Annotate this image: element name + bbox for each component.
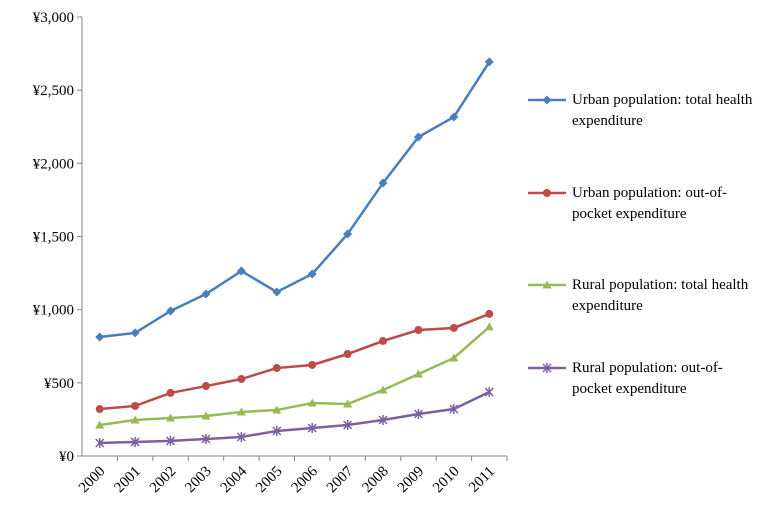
marker xyxy=(449,112,459,122)
marker xyxy=(130,328,140,338)
marker xyxy=(485,309,494,318)
marker xyxy=(542,280,552,289)
marker xyxy=(413,369,423,378)
x-tick-label: 2003 xyxy=(182,464,215,497)
marker xyxy=(449,404,459,415)
y-tick-label: ¥3,000 xyxy=(33,10,74,26)
marker xyxy=(413,132,423,142)
marker xyxy=(343,399,353,408)
y-tick-label: ¥2,000 xyxy=(33,156,74,172)
marker xyxy=(236,266,246,276)
legend-label: Urban population: total health expenditu… xyxy=(572,92,753,129)
marker xyxy=(414,326,423,335)
marker xyxy=(308,360,317,369)
legend-label: Rural population: total health expenditu… xyxy=(572,277,749,314)
x-tick-label: 2010 xyxy=(430,464,463,497)
marker xyxy=(166,413,176,422)
marker xyxy=(484,322,494,331)
marker xyxy=(237,375,246,384)
y-tick-label: ¥2,500 xyxy=(33,83,74,99)
marker xyxy=(343,350,352,359)
y-tick-label: ¥0 xyxy=(59,449,74,465)
marker xyxy=(449,323,458,332)
marker xyxy=(272,364,281,373)
marker xyxy=(166,306,176,316)
marker xyxy=(484,387,494,398)
marker xyxy=(378,415,388,426)
y-tick-label: ¥1,000 xyxy=(33,303,74,319)
marker xyxy=(201,434,211,445)
marker xyxy=(201,411,211,420)
marker xyxy=(236,407,246,416)
marker xyxy=(272,405,282,414)
series-line xyxy=(99,312,490,411)
marker xyxy=(378,385,388,394)
marker xyxy=(484,57,494,67)
x-tick-label: 2009 xyxy=(395,464,428,497)
marker xyxy=(272,425,282,436)
marker xyxy=(166,388,175,397)
marker xyxy=(131,401,140,410)
marker xyxy=(95,332,105,342)
series-line xyxy=(99,61,491,339)
legend-label: Urban population: out-of-pocket expendit… xyxy=(572,185,727,222)
x-tick-label: 2008 xyxy=(359,464,392,497)
series-line xyxy=(99,390,490,445)
marker xyxy=(379,336,388,345)
marker xyxy=(95,405,104,414)
y-tick-label: ¥1,500 xyxy=(33,230,74,246)
marker xyxy=(307,398,317,407)
marker xyxy=(307,423,317,434)
marker xyxy=(95,420,105,429)
marker xyxy=(378,178,388,188)
x-tick-label: 2005 xyxy=(253,464,286,497)
marker xyxy=(542,95,552,105)
series-line xyxy=(99,325,491,427)
x-tick-label: 2007 xyxy=(324,463,357,496)
marker xyxy=(413,409,423,420)
marker xyxy=(130,436,140,447)
x-tick-label: 2002 xyxy=(147,464,180,497)
marker xyxy=(201,289,211,299)
legend-label: Rural population: out-of-pocket expendit… xyxy=(572,360,723,397)
x-tick-label: 2000 xyxy=(76,464,109,497)
x-tick-label: 2011 xyxy=(466,464,498,496)
marker xyxy=(449,353,459,362)
marker xyxy=(95,437,105,448)
marker xyxy=(307,269,317,279)
x-tick-label: 2006 xyxy=(289,463,322,496)
x-tick-label: 2004 xyxy=(218,463,251,496)
marker xyxy=(343,419,353,430)
marker xyxy=(343,229,353,239)
y-tick-label: ¥500 xyxy=(44,376,74,392)
marker xyxy=(236,431,246,442)
marker xyxy=(166,435,176,446)
marker xyxy=(130,415,140,424)
marker xyxy=(543,189,551,197)
marker xyxy=(542,363,552,373)
marker xyxy=(272,287,282,297)
marker xyxy=(201,382,210,391)
x-tick-label: 2001 xyxy=(111,464,144,497)
